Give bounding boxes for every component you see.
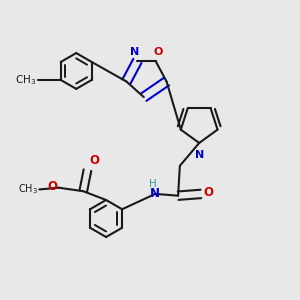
- Text: H: H: [149, 179, 157, 189]
- Text: O: O: [204, 186, 214, 200]
- Text: N: N: [130, 47, 139, 57]
- Text: CH$_3$: CH$_3$: [15, 73, 37, 87]
- Text: O: O: [89, 154, 99, 167]
- Text: CH$_3$: CH$_3$: [18, 183, 38, 196]
- Text: N: N: [150, 188, 160, 200]
- Text: N: N: [195, 150, 204, 160]
- Text: O: O: [154, 47, 163, 57]
- Text: O: O: [47, 180, 57, 193]
